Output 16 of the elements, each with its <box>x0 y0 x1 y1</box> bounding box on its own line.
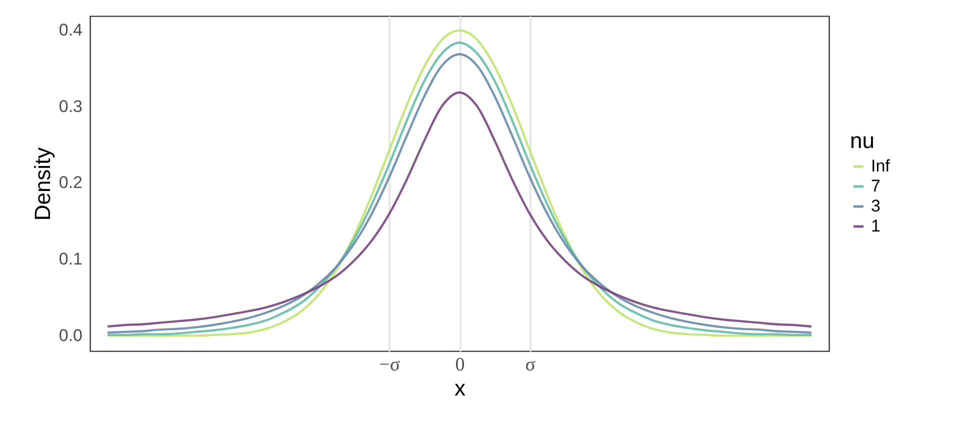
x-axis-title: x <box>454 376 466 400</box>
legend-label: 3 <box>871 196 880 216</box>
x-tick-label: 0 <box>455 354 465 376</box>
y-tick-label: 0.1 <box>58 250 82 269</box>
y-tick-label: 0.4 <box>58 20 82 40</box>
legend-label: 1 <box>871 216 880 236</box>
legend-title: nu <box>850 128 874 153</box>
legend-label: 7 <box>871 176 880 196</box>
x-tick-label: −σ <box>379 354 400 376</box>
y-tick-label: 0.3 <box>58 96 82 116</box>
line-series <box>106 91 813 328</box>
y-axis-title: Density <box>30 147 55 221</box>
y-tick-label: 0.2 <box>58 173 82 192</box>
y-tick-label: 0.0 <box>58 326 82 346</box>
x-tick-label: σ <box>525 354 536 376</box>
legend-label: Inf <box>871 156 890 176</box>
